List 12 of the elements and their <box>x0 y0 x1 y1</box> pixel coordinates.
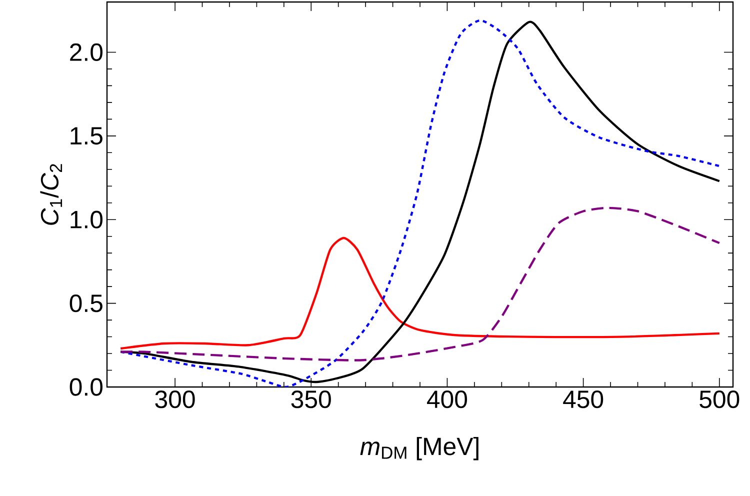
y-tick-label: 2.0 <box>70 43 102 62</box>
x-tick-label: 300 <box>155 390 195 408</box>
y-tick-label: 1.5 <box>70 127 102 145</box>
x-tick-label: 450 <box>563 390 604 408</box>
x-tick-label: 350 <box>291 390 331 408</box>
x-axis-title: m$_{DM}$ [MeV] <box>360 436 478 460</box>
y-tick-label: 0.5 <box>70 294 102 312</box>
y-tick-label: 1.0 <box>70 210 102 228</box>
x-tick-label: 400 <box>427 390 468 408</box>
y-tick-label: 0.0 <box>70 378 102 396</box>
y-axis-title: C$_{1}$/C$_{2}$ <box>40 164 62 225</box>
x-tick-label: 500 <box>700 390 740 408</box>
